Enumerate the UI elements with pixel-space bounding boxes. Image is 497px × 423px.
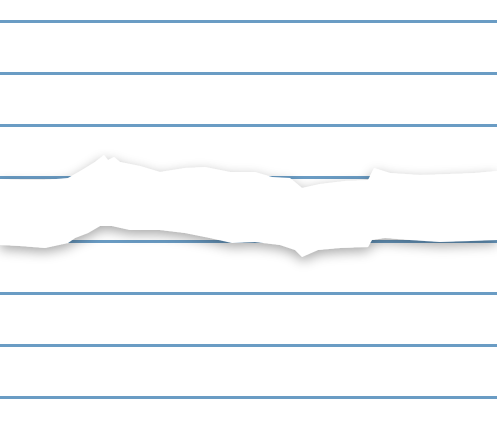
rule-line [0,72,497,75]
rule-line [0,396,497,399]
rule-line [0,344,497,347]
rule-line [0,124,497,127]
rule-line [0,20,497,23]
rule-line [0,292,497,295]
torn-strip-shape [0,155,497,257]
